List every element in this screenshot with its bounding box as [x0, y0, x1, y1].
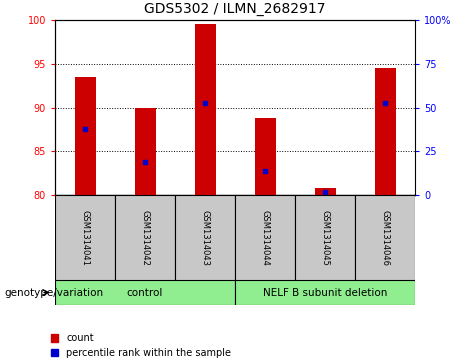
Text: GSM1314041: GSM1314041	[81, 209, 89, 265]
Bar	[314, 188, 336, 195]
Text: control: control	[127, 287, 163, 298]
FancyBboxPatch shape	[235, 195, 295, 280]
Legend: count, percentile rank within the sample: count, percentile rank within the sample	[51, 333, 231, 358]
Text: GSM1314046: GSM1314046	[380, 209, 390, 265]
FancyBboxPatch shape	[175, 195, 235, 280]
Text: GSM1314042: GSM1314042	[141, 209, 149, 265]
Bar	[195, 24, 215, 195]
Title: GDS5302 / ILMN_2682917: GDS5302 / ILMN_2682917	[144, 2, 326, 16]
Text: NELF B subunit deletion: NELF B subunit deletion	[263, 287, 387, 298]
Text: GSM1314044: GSM1314044	[260, 209, 270, 265]
FancyBboxPatch shape	[55, 195, 115, 280]
FancyBboxPatch shape	[235, 280, 415, 305]
Bar	[75, 77, 95, 195]
Text: GSM1314043: GSM1314043	[201, 209, 209, 265]
FancyBboxPatch shape	[355, 195, 415, 280]
Text: genotype/variation: genotype/variation	[5, 287, 104, 298]
Bar	[254, 118, 276, 195]
FancyBboxPatch shape	[115, 195, 175, 280]
Bar	[374, 68, 396, 195]
FancyBboxPatch shape	[295, 195, 355, 280]
Bar	[135, 107, 155, 195]
FancyBboxPatch shape	[55, 280, 235, 305]
Text: GSM1314045: GSM1314045	[320, 209, 330, 265]
